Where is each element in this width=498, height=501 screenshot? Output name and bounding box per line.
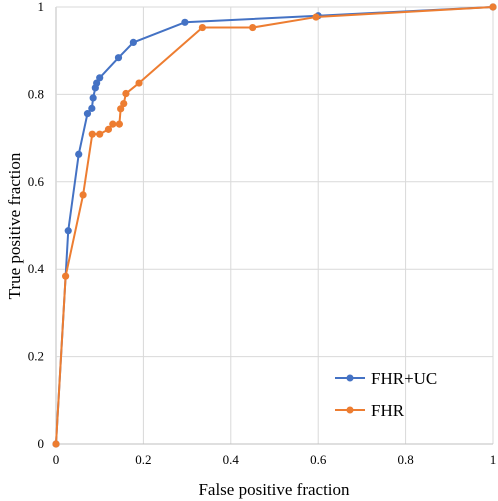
- data-point-fhr: [312, 13, 320, 21]
- data-point-fhr-uc: [96, 74, 104, 82]
- legend-marker-fhr: [346, 406, 354, 414]
- y-tick-label: 1: [38, 0, 45, 14]
- data-point-fhr-uc: [88, 104, 96, 112]
- y-axis-title: True positive fraction: [5, 152, 24, 299]
- x-tick-label: 1: [490, 452, 497, 467]
- x-tick-label: 0.4: [223, 452, 240, 467]
- data-point-fhr: [109, 120, 117, 128]
- x-tick-label: 0: [53, 452, 60, 467]
- data-point-fhr-uc: [93, 79, 101, 87]
- series-line-fhr: [55, 6, 494, 445]
- data-point-fhr: [52, 440, 60, 448]
- y-tick-label: 0: [38, 436, 45, 451]
- data-point-fhr: [117, 105, 125, 113]
- legend-label-fhr-uc: FHR+UC: [371, 369, 437, 388]
- data-point-fhr-uc: [83, 110, 92, 118]
- data-point-fhr-uc: [114, 54, 123, 62]
- data-point-fhr: [62, 272, 70, 280]
- x-tick-label: 0.8: [397, 452, 413, 467]
- legend-label-fhr: FHR: [371, 401, 405, 420]
- x-tick-label: 0.2: [135, 452, 151, 467]
- data-point-fhr-uc: [64, 227, 72, 235]
- data-point-fhr: [249, 23, 257, 32]
- data-point-fhr: [120, 99, 128, 108]
- data-point-fhr: [96, 130, 104, 138]
- x-tick-label: 0.6: [310, 452, 327, 467]
- series-layer: [52, 3, 497, 448]
- data-point-fhr: [489, 3, 497, 11]
- legend-marker-fhr-uc: [346, 374, 354, 382]
- data-point-fhr: [88, 130, 96, 138]
- data-point-fhr: [122, 89, 130, 98]
- y-tick-label: 0.2: [28, 349, 44, 364]
- data-point-fhr: [104, 125, 113, 133]
- data-point-fhr-uc: [181, 18, 189, 26]
- legend-item-fhr: FHR: [335, 401, 405, 420]
- x-axis-title: False positive fraction: [198, 480, 350, 499]
- data-point-fhr: [115, 120, 123, 128]
- y-tick-label: 0.4: [28, 261, 45, 276]
- series-fhr: [52, 3, 497, 448]
- data-point-fhr-uc: [129, 38, 137, 46]
- data-point-fhr: [79, 191, 87, 199]
- data-point-fhr: [198, 23, 206, 32]
- data-point-fhr-uc: [75, 150, 83, 158]
- y-tick-label: 0.6: [28, 174, 45, 189]
- data-point-fhr: [135, 79, 143, 87]
- y-tick-label: 0.8: [28, 86, 44, 101]
- legend: FHR+UC FHR: [335, 369, 437, 420]
- tick-labels: 0 0.2 0.4 0.6 0.8 1 0 0.2 0.4 0.6 0.8 1: [28, 0, 497, 467]
- legend-item-fhr-uc: FHR+UC: [335, 369, 437, 388]
- data-point-fhr-uc: [89, 94, 97, 102]
